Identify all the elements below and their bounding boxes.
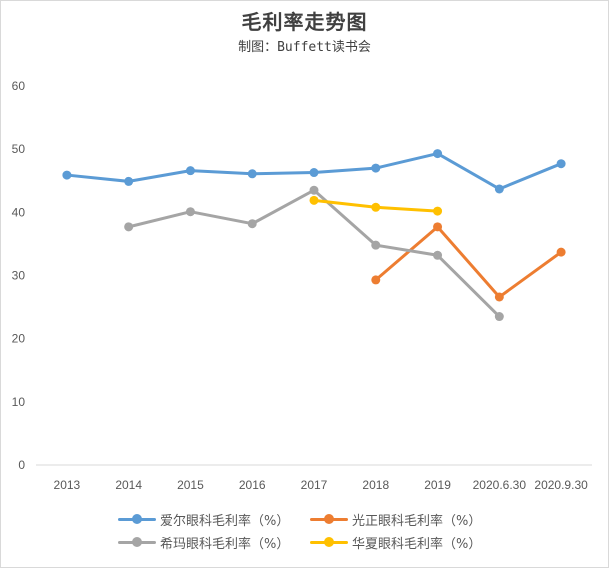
x-tick-label: 2016 bbox=[239, 478, 266, 492]
legend-label-aier: 爱尔眼科毛利率（%） bbox=[160, 513, 290, 529]
legend-swatch-aier bbox=[118, 513, 156, 525]
series-1-point bbox=[494, 292, 504, 302]
series-0-point bbox=[433, 149, 443, 159]
series-0-point bbox=[62, 170, 72, 180]
series-2-point bbox=[124, 222, 134, 232]
series-2-point bbox=[494, 312, 504, 322]
series-lines bbox=[65, 152, 563, 319]
x-axis-tick-labels: 2013 2014 2015 2016 2017 2018 2019 2020.6.30 202… bbox=[54, 478, 589, 492]
series-1-point bbox=[556, 247, 566, 257]
x-tick-label: 2020.9.30 bbox=[534, 478, 588, 492]
y-axis-tick-labels: 0 10 20 30 40 50 60 bbox=[12, 79, 26, 472]
series-0-point bbox=[494, 184, 504, 194]
legend-swatch-huaxia bbox=[310, 536, 348, 548]
series-0-point bbox=[556, 159, 566, 169]
y-tick-label: 20 bbox=[12, 332, 26, 346]
legend-swatch-guangzheng bbox=[310, 513, 348, 525]
series-2-point bbox=[309, 185, 319, 195]
y-tick-label: 10 bbox=[12, 395, 26, 409]
y-tick-label: 30 bbox=[12, 269, 26, 283]
legend-label-xima: 希玛眼科毛利率（%） bbox=[160, 536, 290, 552]
y-tick-label: 0 bbox=[18, 458, 25, 472]
x-tick-label: 2014 bbox=[115, 478, 142, 492]
series-0-point bbox=[185, 166, 195, 176]
series-line-1 bbox=[374, 225, 563, 299]
series-points bbox=[62, 149, 566, 322]
series-2-point bbox=[371, 240, 381, 250]
series-line-2 bbox=[127, 188, 501, 319]
x-tick-label: 2020.6.30 bbox=[473, 478, 527, 492]
legend-item-aier: 爱尔眼科毛利率（%） bbox=[118, 509, 289, 529]
series-1-point bbox=[433, 222, 443, 232]
legend-item-huaxia: 华夏眼科毛利率（%） bbox=[310, 532, 481, 552]
x-tick-label: 2018 bbox=[362, 478, 389, 492]
series-1-point bbox=[371, 275, 381, 285]
chart-subtitle: 制图：Buffett读书会 bbox=[238, 40, 371, 55]
series-3-point bbox=[371, 202, 381, 212]
series-0-point bbox=[371, 163, 381, 173]
y-tick-label: 60 bbox=[12, 79, 26, 93]
x-tick-label: 2019 bbox=[424, 478, 451, 492]
series-0-point bbox=[309, 168, 319, 178]
legend-swatch-xima bbox=[118, 536, 156, 548]
legend-item-xima: 希玛眼科毛利率（%） bbox=[118, 532, 289, 552]
legend-item-guangzheng: 光正眼科毛利率（%） bbox=[310, 509, 481, 529]
legend-label-huaxia: 华夏眼科毛利率（%） bbox=[352, 536, 482, 552]
y-tick-label: 50 bbox=[12, 142, 26, 156]
series-3-point bbox=[433, 206, 443, 216]
series-3-point bbox=[309, 195, 319, 205]
series-0-point bbox=[124, 176, 134, 186]
y-tick-label: 40 bbox=[12, 205, 26, 219]
x-tick-label: 2015 bbox=[177, 478, 204, 492]
series-2-point bbox=[185, 207, 195, 217]
x-tick-label: 2017 bbox=[301, 478, 328, 492]
x-tick-label: 2013 bbox=[54, 478, 81, 492]
chart-title: 毛利率走势图 bbox=[241, 10, 368, 34]
series-2-point bbox=[247, 219, 257, 229]
series-0-point bbox=[247, 169, 257, 179]
legend-label-guangzheng: 光正眼科毛利率（%） bbox=[352, 513, 482, 529]
series-2-point bbox=[433, 250, 443, 260]
